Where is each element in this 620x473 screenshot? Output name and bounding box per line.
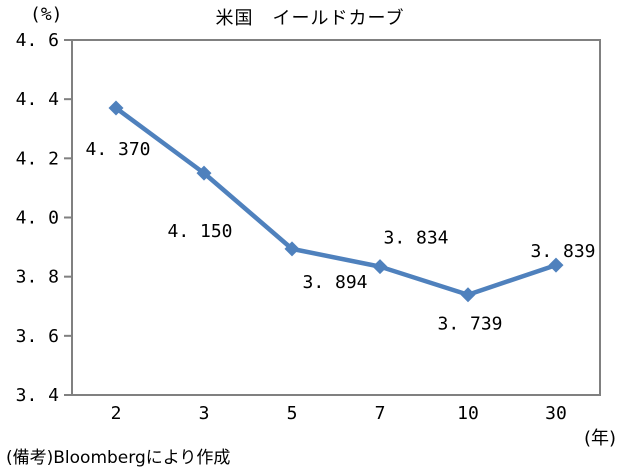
x-tick-label: 10 xyxy=(457,403,479,424)
data-point-label: 4. 370 xyxy=(85,139,150,160)
y-tick-label: 3. 4 xyxy=(16,385,59,406)
data-point-label: 3. 839 xyxy=(530,241,595,262)
chart-title: 米国 イールドカーブ xyxy=(215,8,405,29)
source-note: (備考)Bloombergにより作成 xyxy=(6,448,231,468)
x-tick-label: 7 xyxy=(375,403,386,424)
series-line xyxy=(113,105,559,297)
data-point-marker xyxy=(284,241,300,257)
data-point-marker xyxy=(108,100,124,116)
data-point-label: 3. 834 xyxy=(383,228,448,249)
data-point-marker xyxy=(372,259,388,275)
data-point-marker xyxy=(548,257,564,273)
data-point-label: 3. 894 xyxy=(302,272,367,293)
x-axis-unit-label: (年) xyxy=(583,428,616,449)
data-point-marker xyxy=(196,165,212,181)
y-tick-label: 4. 2 xyxy=(16,148,59,169)
x-tick-label: 3 xyxy=(199,403,210,424)
y-tick-label: 3. 6 xyxy=(16,326,59,347)
x-tick-label: 30 xyxy=(545,403,567,424)
y-axis-unit-label: (%) xyxy=(30,4,63,25)
data-point-label: 3. 739 xyxy=(437,314,502,335)
x-tick-label: 5 xyxy=(287,403,298,424)
y-tick-label: 4. 0 xyxy=(16,208,59,229)
y-tick-label: 4. 6 xyxy=(16,30,59,51)
data-point-label: 4. 150 xyxy=(167,221,232,242)
y-tick-label: 3. 8 xyxy=(16,267,59,288)
data-point-marker xyxy=(460,287,476,303)
x-tick-label: 2 xyxy=(111,403,122,424)
y-tick-label: 4. 4 xyxy=(16,89,59,110)
plot-border xyxy=(71,39,601,396)
